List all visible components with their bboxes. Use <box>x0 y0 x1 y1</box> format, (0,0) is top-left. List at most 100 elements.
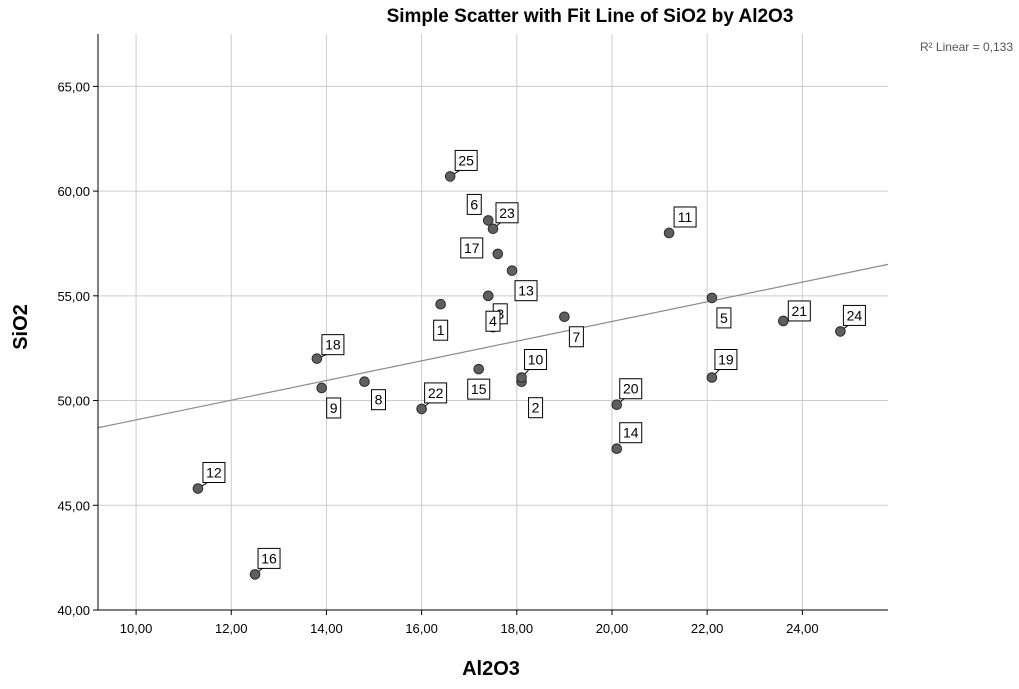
scatter-point <box>706 372 718 383</box>
scatter-point <box>778 315 789 327</box>
scatter-point <box>359 376 370 387</box>
point-label: 20 <box>623 381 639 397</box>
point-label-box <box>454 149 478 171</box>
point-label-box <box>466 193 482 215</box>
scatter-point <box>482 215 494 226</box>
point-label: 16 <box>261 550 277 566</box>
scatter-point <box>482 290 494 302</box>
scatter-point <box>516 372 527 383</box>
point-label-box <box>371 389 387 411</box>
point-label-box <box>568 326 584 348</box>
fit-line-group <box>97 263 889 429</box>
point-label: 12 <box>206 465 222 481</box>
point-label: 18 <box>325 337 341 353</box>
r2-linear-label: R² Linear = 0,133 <box>920 40 1013 54</box>
fit-line <box>97 263 889 429</box>
tick-labels: 10,00 12,00 14,00 16,00 18,00 20,00 22,00 24,00… <box>57 79 818 636</box>
point-label-box <box>619 378 643 400</box>
point-label: 8 <box>375 392 383 408</box>
point-label-box <box>495 202 519 224</box>
data-point-group: 21 <box>778 300 811 327</box>
point-label-box <box>202 462 226 484</box>
data-point-group: 6 <box>466 193 494 226</box>
point-label-box <box>321 334 345 356</box>
scatter-point <box>506 265 518 276</box>
point-label: 1 <box>437 322 445 338</box>
point-label-box <box>716 307 732 329</box>
point-label: 2 <box>532 400 540 416</box>
point-label: 22 <box>428 385 444 401</box>
data-point-group: 14 <box>611 422 643 455</box>
data-point-group: 4 <box>485 310 501 333</box>
point-label-box <box>673 206 697 228</box>
data-point-group: 22 <box>416 382 448 415</box>
scatter-point <box>192 483 204 494</box>
data-point-group: 2 <box>516 376 544 419</box>
point-label: 11 <box>678 209 693 225</box>
point-label-box <box>524 349 548 371</box>
point-label-box <box>714 349 738 371</box>
point-label: 15 <box>471 381 487 397</box>
point-label-box <box>842 304 866 326</box>
data-point-group: 25 <box>444 149 478 182</box>
data-point-group: 1 <box>433 298 449 341</box>
data-point-group: 24 <box>835 304 866 337</box>
point-label-box <box>257 547 281 569</box>
point-label-box <box>528 397 544 419</box>
scatter-point <box>435 298 446 310</box>
y-axis-title: SiO2 <box>10 304 32 350</box>
point-label-box <box>433 319 449 341</box>
x-axis-title: Al2O3 <box>462 658 520 680</box>
point-label: 23 <box>499 205 515 221</box>
point-label: 5 <box>720 310 728 326</box>
scatter-point <box>444 171 456 182</box>
scatter-point <box>835 326 846 337</box>
data-point-group: 23 <box>487 202 519 235</box>
point-label: 14 <box>623 425 639 441</box>
point-label-box <box>424 382 448 404</box>
y-tick-label: 60,00 <box>57 184 90 199</box>
x-tick-label: 16,00 <box>405 621 438 636</box>
data-point-group: 13 <box>506 265 538 302</box>
point-label-box <box>326 397 342 419</box>
data-point-group: 12 <box>192 462 226 494</box>
scatter-point <box>492 248 504 260</box>
data-points: 1234567891011121314151617181920212223242… <box>192 149 866 580</box>
scatter-point <box>487 223 499 235</box>
x-tick-label: 24,00 <box>786 621 819 636</box>
point-label: 19 <box>718 352 734 368</box>
scatter-point <box>316 382 327 394</box>
x-tick-label: 12,00 <box>215 621 248 636</box>
scatter-point <box>706 292 718 304</box>
data-point-group: 5 <box>706 292 732 329</box>
data-point-group: 8 <box>359 376 387 411</box>
y-tick-label: 40,00 <box>57 603 90 618</box>
point-label-box <box>619 422 643 444</box>
y-tick-label: 55,00 <box>57 289 90 304</box>
x-tick-label: 22,00 <box>691 621 724 636</box>
point-label: 25 <box>458 152 474 168</box>
point-label: 7 <box>572 329 580 345</box>
data-point-group: 9 <box>316 382 342 419</box>
data-point-group: 15 <box>467 363 491 400</box>
point-label: 21 <box>792 303 808 319</box>
data-point-group: 18 <box>311 334 345 364</box>
point-label-box <box>467 378 491 400</box>
point-label-box <box>485 310 501 332</box>
y-tick-label: 50,00 <box>57 394 90 409</box>
point-label: 9 <box>330 400 338 416</box>
scatter-point <box>559 311 570 323</box>
data-point-group: 20 <box>611 378 643 411</box>
scatter-point <box>611 443 623 455</box>
scatter-point <box>416 403 427 415</box>
x-tick-label: 10,00 <box>120 621 153 636</box>
data-point-group: 10 <box>516 349 548 383</box>
x-tick-label: 18,00 <box>501 621 534 636</box>
scatter-point <box>663 227 675 239</box>
x-tick-label: 14,00 <box>310 621 343 636</box>
scatter-point <box>473 363 485 375</box>
scatter-point <box>611 399 623 411</box>
data-point-group: 7 <box>559 311 584 348</box>
data-point-group: 11 <box>663 206 697 239</box>
